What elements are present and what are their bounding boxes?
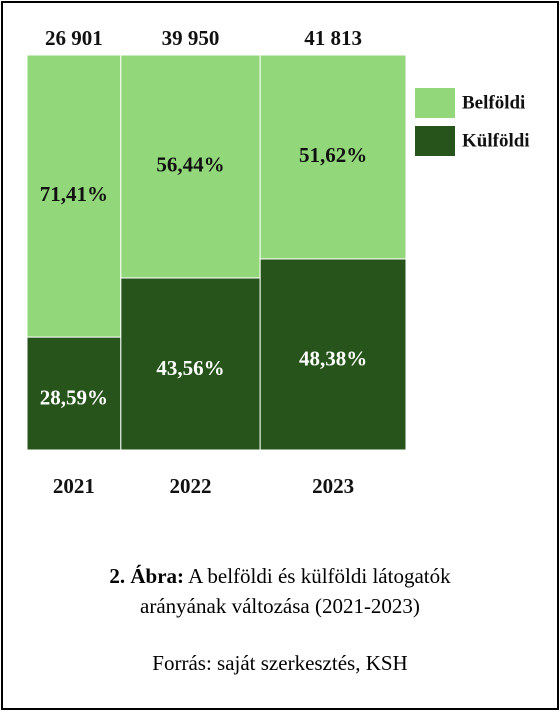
chart: 28,59% 71,41% 26 901 2021 43,56% 56,44% 39 950… [26, 26, 530, 498]
segment [26, 54, 122, 338]
segment [259, 258, 407, 451]
caption: 2. Ábra: A belföldi és külföldi látogató… [109, 564, 451, 588]
data-label: 56,44% [156, 152, 224, 176]
segment [26, 336, 122, 451]
x-tick-label: 2023 [312, 474, 354, 498]
source: Forrás: saját szerkesztés, KSH [152, 651, 407, 675]
data-label: 51,62% [299, 143, 367, 167]
legend-swatch [415, 126, 455, 156]
total-label: 26 901 [45, 26, 103, 50]
x-tick-label: 2021 [53, 474, 95, 498]
data-label: 71,41% [40, 182, 108, 206]
segment [259, 54, 407, 260]
legend-label: Belföldi [462, 92, 525, 113]
legend-label: Külföldi [462, 130, 530, 151]
total-label: 41 813 [304, 26, 362, 50]
caption-label: 2. Ábra: [109, 564, 184, 588]
data-label: 48,38% [299, 346, 367, 370]
data-label: 28,59% [40, 385, 108, 409]
segment [120, 54, 261, 279]
caption-text: arányának változása (2021-2023) [140, 594, 420, 618]
total-label: 39 950 [162, 26, 220, 50]
data-label: 43,56% [156, 356, 224, 380]
x-tick-label: 2022 [169, 474, 211, 498]
legend-swatch [415, 88, 455, 118]
caption-text: A belföldi és külföldi látogatók [188, 564, 451, 588]
